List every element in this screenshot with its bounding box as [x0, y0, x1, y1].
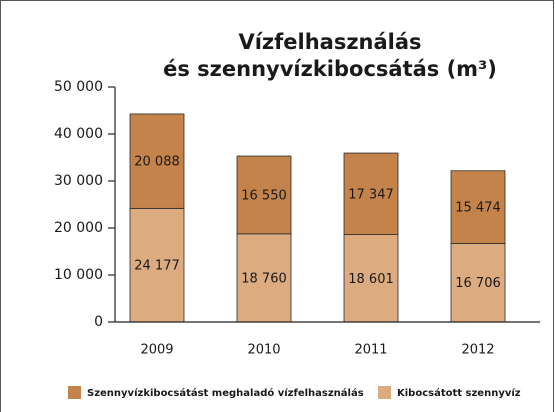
x-tick-label: 2012	[461, 343, 494, 358]
legend-swatch	[378, 386, 391, 399]
value-label: 15 474	[455, 201, 501, 216]
value-label: 18 760	[241, 271, 287, 286]
y-tick-label: 10 000	[54, 267, 103, 283]
value-label: 18 601	[348, 272, 394, 287]
chart-title: Vízfelhasználás	[238, 30, 421, 54]
value-label: 24 177	[134, 259, 180, 274]
bar-segment	[129, 113, 185, 209]
value-label: 16 706	[455, 276, 501, 291]
y-tick-label: 20 000	[54, 220, 103, 236]
y-tick-label: 0	[94, 314, 103, 330]
legend-swatch	[68, 386, 81, 399]
y-tick-label: 30 000	[54, 173, 103, 189]
chart-title: és szennyvízkibocsátás (m³)	[163, 57, 497, 81]
y-tick-label: 40 000	[54, 126, 103, 142]
x-tick-label: 2011	[354, 343, 387, 358]
bar-segment	[236, 233, 292, 323]
bar-segment	[343, 234, 399, 323]
value-label: 17 347	[348, 187, 394, 202]
x-tick-label: 2009	[140, 343, 173, 358]
bar-segment	[450, 170, 506, 244]
value-label: 20 088	[134, 155, 180, 170]
bar-segment	[343, 152, 399, 235]
legend-label: Szennyvízkibocsátást meghaladó vízfelhas…	[87, 387, 364, 399]
bar-segment	[129, 207, 185, 323]
y-tick-label: 50 000	[54, 79, 103, 95]
value-label: 16 550	[241, 188, 287, 203]
legend-label: Kibocsátott szennyvíz	[397, 387, 521, 399]
bar-segment	[236, 155, 292, 235]
x-tick-label: 2010	[247, 343, 280, 358]
